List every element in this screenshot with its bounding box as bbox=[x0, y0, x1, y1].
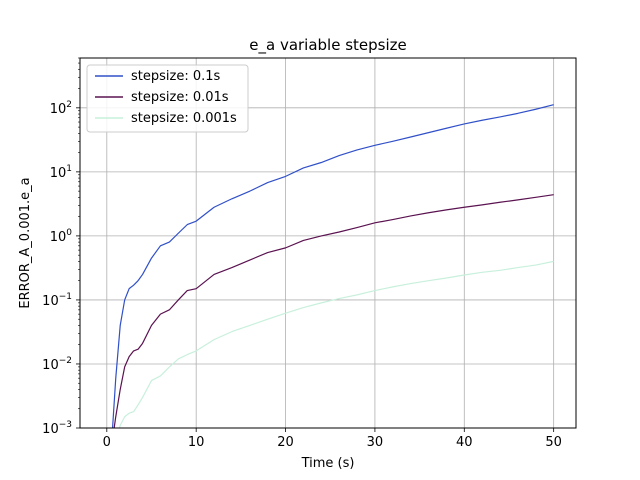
legend: stepsize: 0.1s stepsize: 0.01s stepsize:… bbox=[86, 64, 249, 133]
y-tick-label: 102 bbox=[50, 100, 72, 117]
series-line-2 bbox=[118, 260, 554, 428]
y-axis-label: ERROR_A_0.001.e_a bbox=[18, 177, 33, 308]
legend-label-1: stepsize: 0.01s bbox=[131, 90, 229, 105]
series-line-1 bbox=[113, 194, 554, 428]
chart-title: e_a variable stepsize bbox=[249, 36, 407, 55]
y-tick-label: 10−1 bbox=[42, 292, 72, 309]
x-tick-label: 20 bbox=[277, 435, 294, 450]
x-axis-label: Time (s) bbox=[301, 456, 355, 471]
x-tick-label: 0 bbox=[103, 435, 111, 450]
legend-label-2: stepsize: 0.001s bbox=[131, 111, 237, 126]
x-tick-label: 40 bbox=[456, 435, 473, 450]
ticks: 0 10 20 30 40 50 10−3 10−2 10−1 100 101 102 bbox=[42, 57, 562, 450]
legend-box bbox=[86, 64, 249, 133]
series-line-0 bbox=[111, 104, 554, 428]
legend-label-0: stepsize: 0.1s bbox=[131, 69, 221, 84]
x-tick-label: 30 bbox=[367, 435, 384, 450]
x-tick-label: 10 bbox=[188, 435, 205, 450]
y-tick-label: 10−3 bbox=[42, 420, 72, 437]
y-tick-label: 101 bbox=[50, 164, 72, 181]
series-group bbox=[111, 104, 554, 428]
y-tick-label: 10−2 bbox=[42, 356, 72, 373]
y-tick-label: 100 bbox=[50, 228, 73, 245]
plot-frame bbox=[79, 57, 577, 429]
x-tick-label: 50 bbox=[545, 435, 562, 450]
